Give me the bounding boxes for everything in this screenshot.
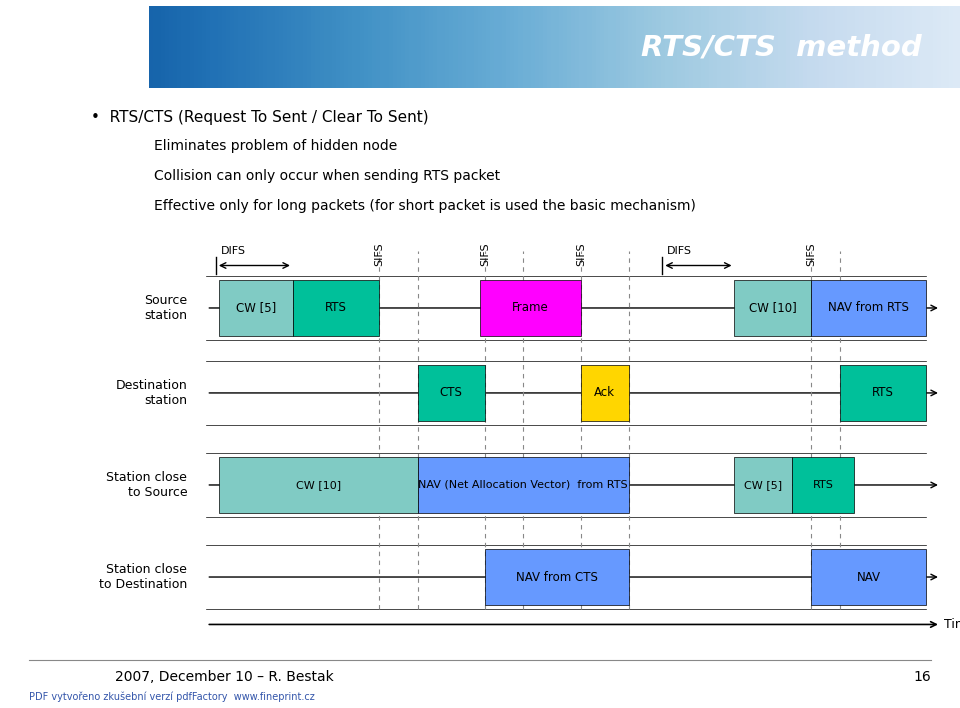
FancyBboxPatch shape (734, 457, 792, 513)
Text: CW [5]: CW [5] (744, 480, 782, 490)
FancyBboxPatch shape (581, 365, 629, 421)
FancyBboxPatch shape (418, 365, 485, 421)
Text: NAV (Net Allocation Vector)  from RTS: NAV (Net Allocation Vector) from RTS (419, 480, 628, 490)
Text: RTS: RTS (873, 387, 894, 399)
Text: Ack: Ack (594, 387, 615, 399)
Text: Source
station: Source station (144, 294, 187, 322)
Text: RTS: RTS (325, 302, 347, 314)
FancyBboxPatch shape (219, 280, 293, 336)
FancyBboxPatch shape (734, 280, 811, 336)
Text: RTS/CTS  method: RTS/CTS method (641, 34, 922, 62)
Text: CW [5]: CW [5] (236, 302, 276, 314)
Text: NAV from RTS: NAV from RTS (828, 302, 909, 314)
Text: Collision can only occur when sending RTS packet: Collision can only occur when sending RT… (154, 169, 500, 183)
Text: •  RTS/CTS (Request To Sent / Clear To Sent): • RTS/CTS (Request To Sent / Clear To Se… (91, 110, 429, 125)
FancyBboxPatch shape (219, 457, 418, 513)
FancyBboxPatch shape (418, 457, 629, 513)
Text: DIFS: DIFS (667, 246, 692, 256)
Text: SIFS: SIFS (480, 242, 490, 266)
Text: SIFS: SIFS (374, 242, 384, 266)
Text: SIFS: SIFS (576, 242, 586, 266)
FancyBboxPatch shape (840, 365, 926, 421)
FancyBboxPatch shape (485, 549, 629, 605)
Text: Station close
to Source: Station close to Source (107, 471, 187, 499)
Text: Effective only for long packets (for short packet is used the basic mechanism): Effective only for long packets (for sho… (154, 199, 695, 213)
Text: NAV from CTS: NAV from CTS (516, 571, 598, 583)
Text: Destination
station: Destination station (115, 379, 187, 407)
Text: Eliminates problem of hidden node: Eliminates problem of hidden node (154, 139, 396, 154)
FancyBboxPatch shape (480, 280, 581, 336)
Text: SIFS: SIFS (806, 242, 816, 266)
Text: 16: 16 (914, 670, 931, 685)
Text: CW [10]: CW [10] (749, 302, 797, 314)
FancyBboxPatch shape (811, 280, 926, 336)
FancyBboxPatch shape (792, 457, 854, 513)
Text: CTS: CTS (440, 387, 463, 399)
Text: CW [10]: CW [10] (296, 480, 341, 490)
Text: Frame: Frame (512, 302, 549, 314)
Text: PDF vytvořeno zkušební verzí pdfFactory  www.fineprint.cz: PDF vytvořeno zkušební verzí pdfFactory … (29, 692, 315, 702)
Text: DIFS: DIFS (221, 246, 246, 256)
Text: NAV: NAV (857, 571, 881, 583)
Text: RTS: RTS (813, 480, 833, 490)
FancyBboxPatch shape (293, 280, 379, 336)
Text: Time: Time (944, 618, 960, 631)
FancyBboxPatch shape (811, 549, 926, 605)
Text: 2007, December 10 – R. Bestak: 2007, December 10 – R. Bestak (115, 670, 334, 685)
Text: Station close
to Destination: Station close to Destination (99, 563, 187, 591)
